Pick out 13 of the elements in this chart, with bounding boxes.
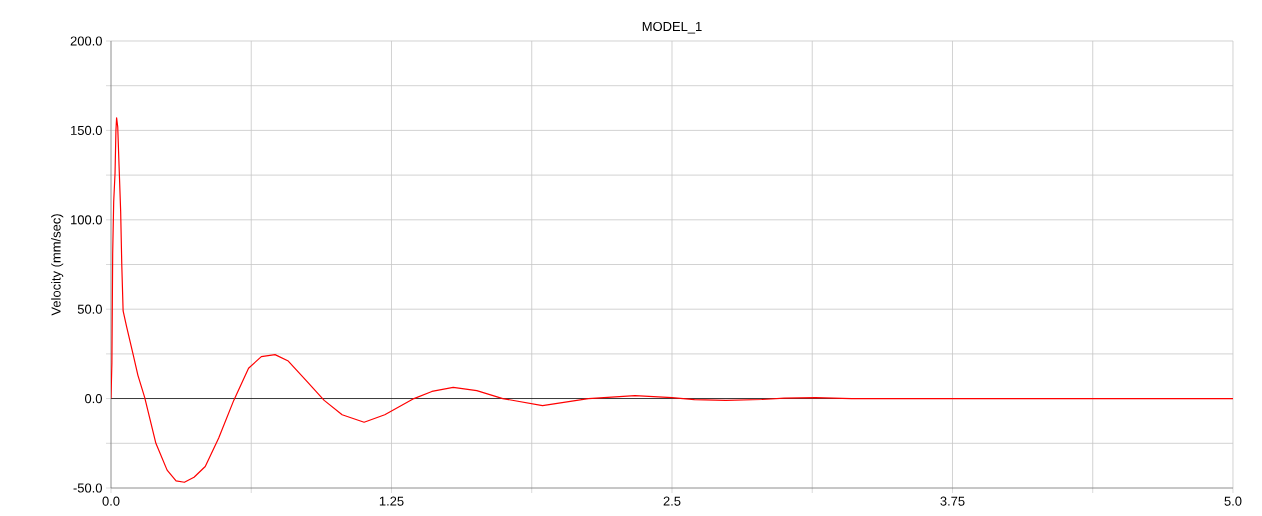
- y-axis-title: Velocity (mm/sec): [51, 214, 64, 316]
- x-tick-label: 0.0: [102, 496, 120, 506]
- y-tick-label: -50.0: [73, 483, 102, 493]
- x-tick-label: 3.75: [940, 496, 965, 506]
- y-tick-label: 100.0: [71, 215, 102, 225]
- x-tick-label: 5.0: [1224, 496, 1242, 506]
- x-tick-label: 1.25: [379, 496, 404, 506]
- y-tick-label: 50.0: [77, 304, 102, 314]
- y-tick-label: 150.0: [71, 125, 102, 135]
- y-tick-label: 200.0: [70, 36, 102, 46]
- y-tick-label: 0.0: [84, 394, 102, 404]
- chart-title: MODEL_1: [642, 21, 702, 34]
- x-tick-label: 2.5: [663, 496, 681, 506]
